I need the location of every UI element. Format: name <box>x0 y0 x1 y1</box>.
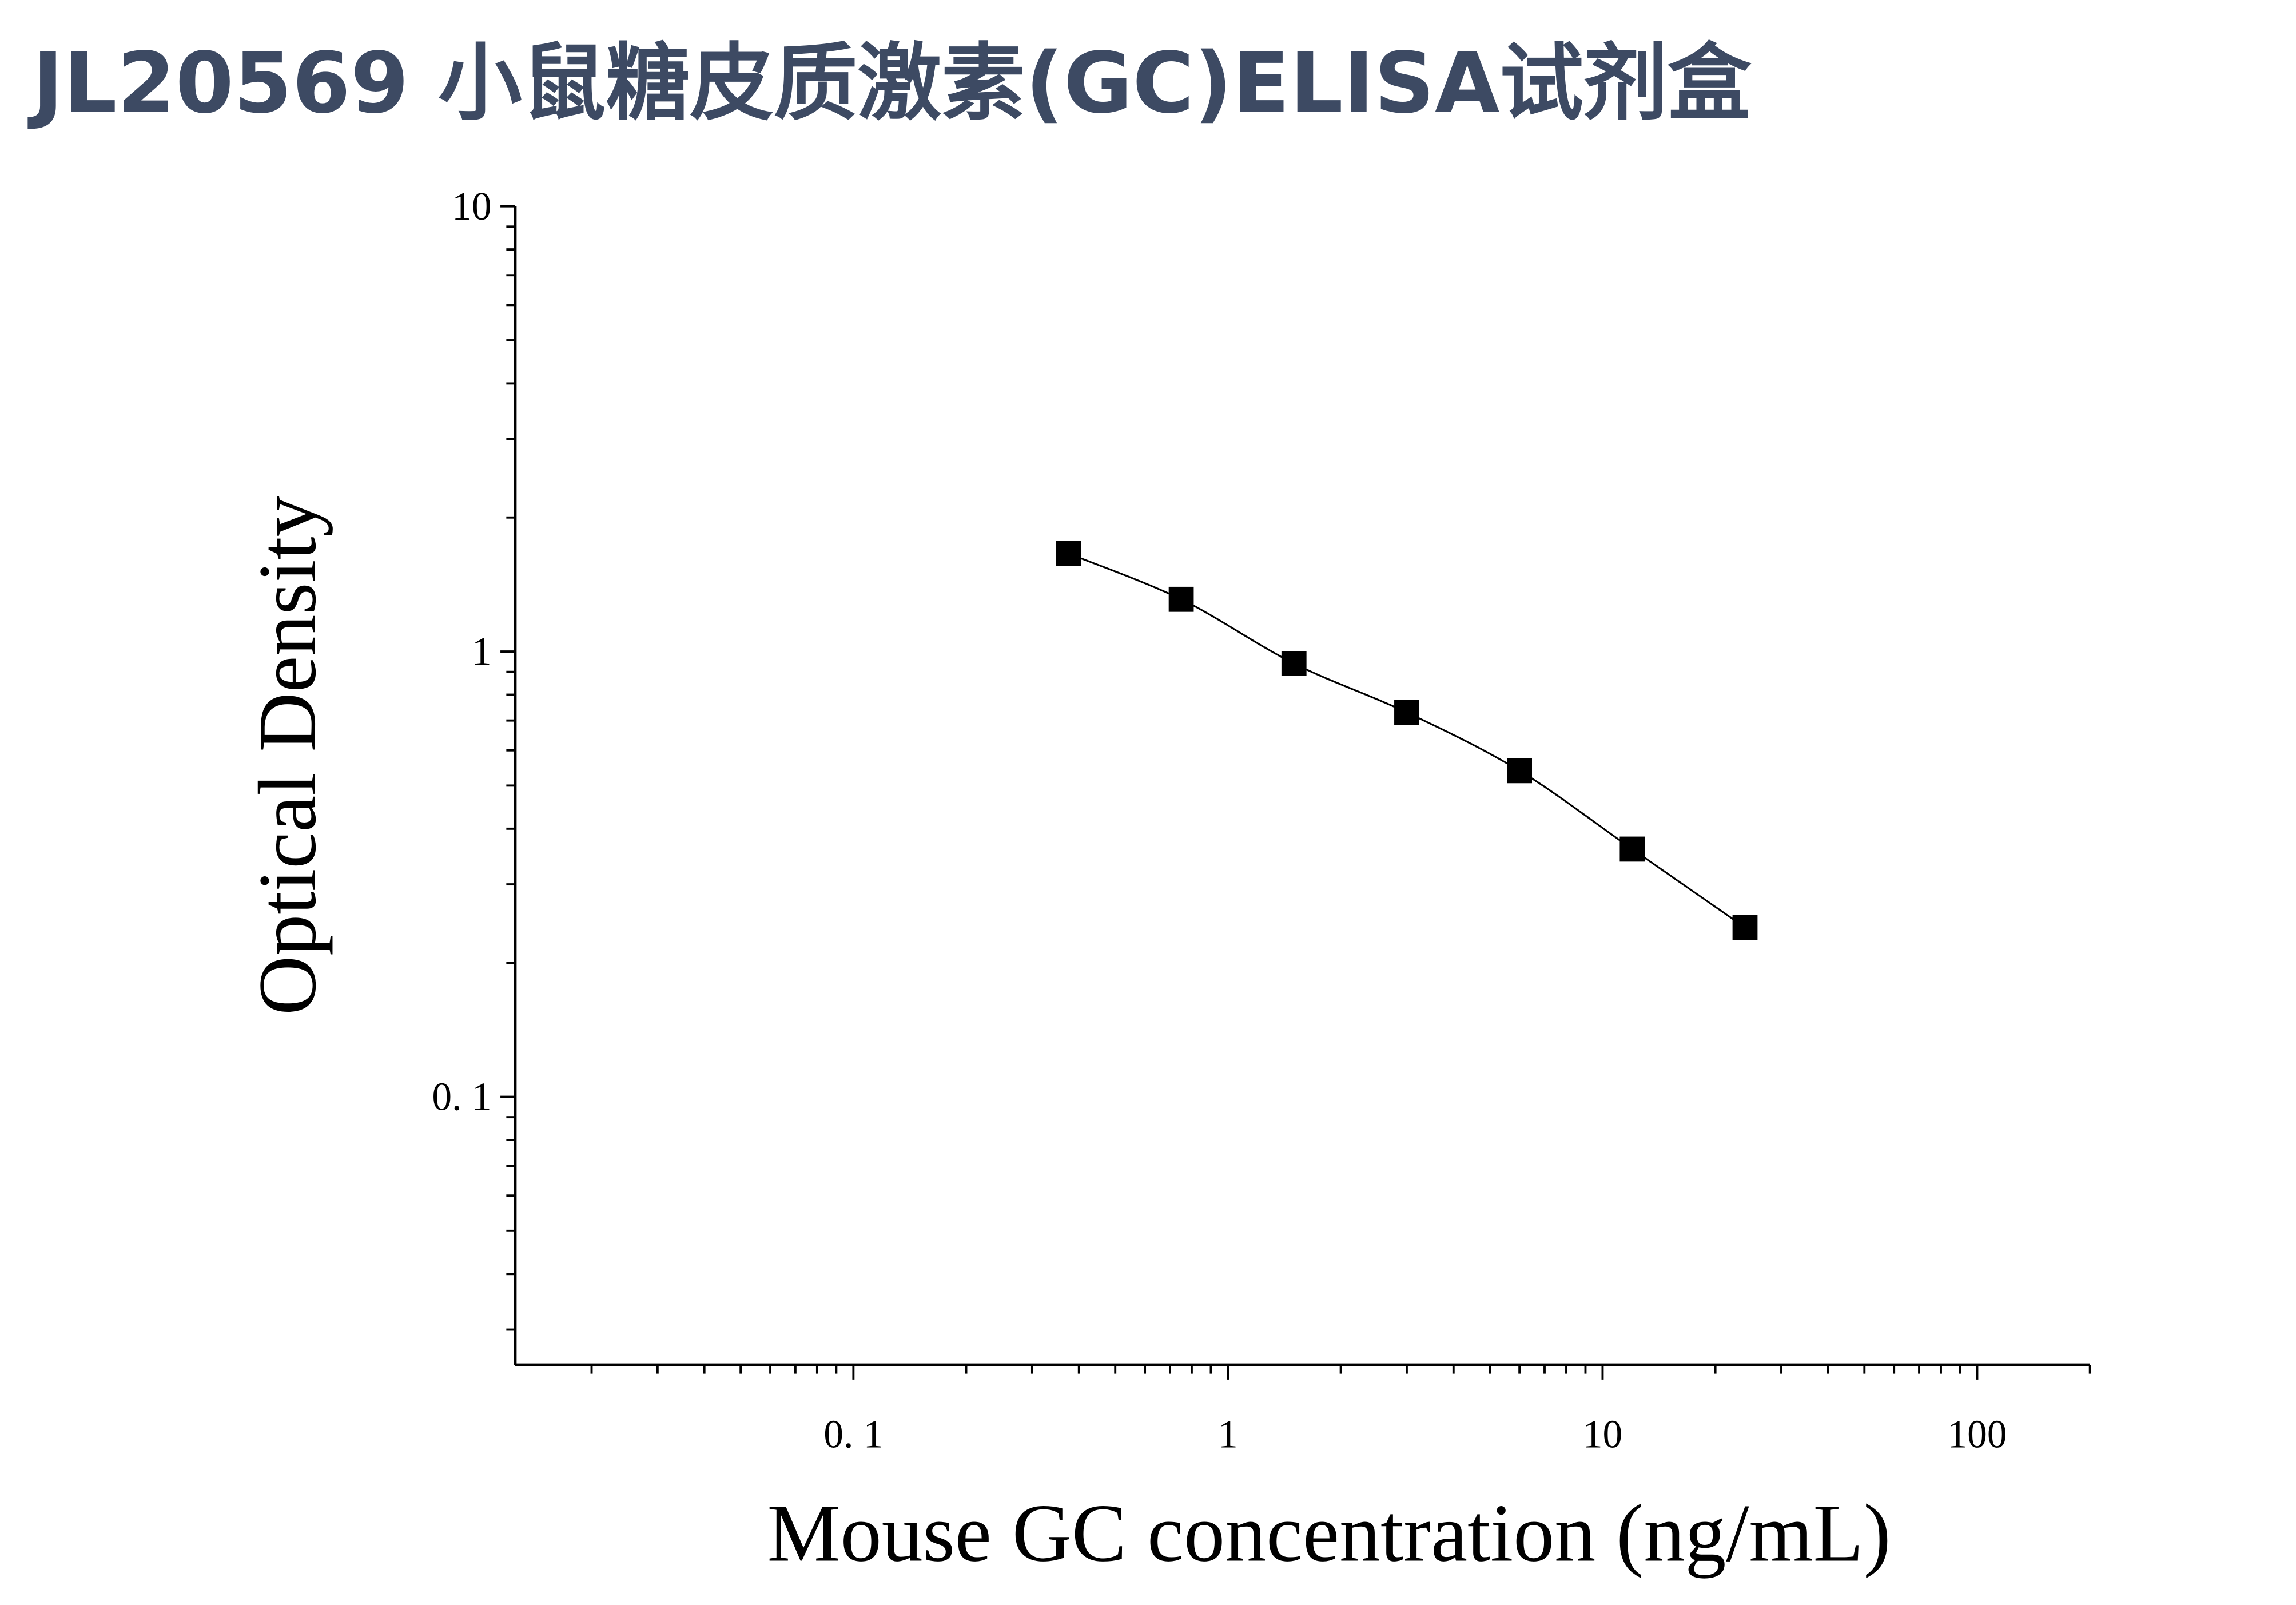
y-tick-label: 1 <box>472 630 492 674</box>
chart-title: JL20569 小鼠糖皮质激素(GC)ELISA试剂盒 <box>27 34 1752 132</box>
x-tick-label: 10 <box>1583 1412 1622 1456</box>
data-point <box>1394 700 1419 725</box>
data-point <box>1056 541 1081 566</box>
tick-labels: 0. 1 1 10 0. 1 1 10 100 <box>432 185 2007 1456</box>
data-point <box>1168 586 1194 612</box>
x-axis-label: Mouse GC concentration (ng/mL) <box>767 1488 1891 1579</box>
x-tick-label: 100 <box>1947 1412 2007 1456</box>
x-tick-label: 0. 1 <box>823 1412 883 1456</box>
y-axis-label: Optical Density <box>242 495 333 1015</box>
x-tick-label: 1 <box>1218 1412 1238 1456</box>
y-tick-label: 10 <box>452 185 491 229</box>
data-point <box>1281 651 1307 676</box>
axes <box>500 205 2091 1380</box>
y-tick-label: 0. 1 <box>432 1075 491 1119</box>
data-point <box>1732 915 1758 940</box>
data-point <box>1507 758 1533 784</box>
data-point <box>1619 836 1645 862</box>
data-points <box>1056 541 1758 940</box>
